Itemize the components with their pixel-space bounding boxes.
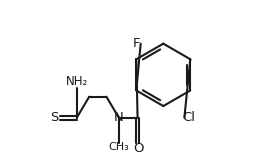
Text: O: O [133,142,144,155]
Text: CH₃: CH₃ [108,142,129,152]
Text: F: F [132,37,140,50]
Text: S: S [50,111,58,124]
Text: N: N [114,111,124,124]
Text: NH₂: NH₂ [66,75,88,88]
Text: Cl: Cl [182,111,195,124]
